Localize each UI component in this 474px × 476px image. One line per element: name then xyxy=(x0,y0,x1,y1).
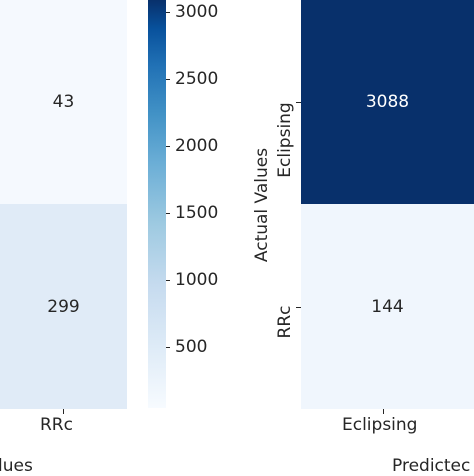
colorbar-tick-label: 2500 xyxy=(175,68,219,89)
colorbar-tick-label: 3000 xyxy=(175,1,219,22)
heatmap-cell-rrc-rrc: 299 xyxy=(0,204,127,409)
x-axis-label-fragment: lues xyxy=(0,456,33,476)
y-tick-label-rrc: RRc xyxy=(275,305,295,339)
x-tick-label-eclipsing: Eclipsing xyxy=(342,415,418,435)
y-axis-label: Actual Values xyxy=(252,147,272,263)
heatmap-cell-eclipsing-eclipsing: 3088 xyxy=(301,0,474,204)
colorbar-tick-label: 2000 xyxy=(175,135,219,156)
colorbar-tick-label: 500 xyxy=(175,336,208,357)
colorbar-tick-mark xyxy=(166,279,170,281)
colorbar-tick-mark xyxy=(166,78,170,80)
colorbar-tick-mark xyxy=(166,212,170,214)
cell-value: 43 xyxy=(52,92,75,112)
colorbar xyxy=(148,0,166,408)
x-tick-mark-eclipsing xyxy=(383,409,384,414)
heatmap-cell-eclipsing-rrc: 43 xyxy=(0,0,127,204)
cell-value: 299 xyxy=(47,296,80,317)
cell-value: 3088 xyxy=(365,92,410,112)
y-tick-label-eclipsing: Eclipsing xyxy=(275,102,295,178)
x-axis-label-fragment: Predictec xyxy=(392,456,471,476)
colorbar-tick-mark xyxy=(166,145,170,147)
cell-value: 144 xyxy=(371,296,404,317)
heatmap-cell-rrc-eclipsing: 144 xyxy=(301,204,474,409)
colorbar-tick-label: 1000 xyxy=(175,269,219,290)
y-tick-mark-eclipsing xyxy=(296,102,301,103)
y-tick-mark-rrc xyxy=(296,307,301,308)
colorbar-tick-label: 1500 xyxy=(175,202,219,223)
colorbar-tick-mark xyxy=(166,346,170,348)
x-tick-label-rrc: RRc xyxy=(40,415,73,435)
colorbar-tick-mark xyxy=(166,11,170,13)
x-tick-mark xyxy=(63,409,64,414)
